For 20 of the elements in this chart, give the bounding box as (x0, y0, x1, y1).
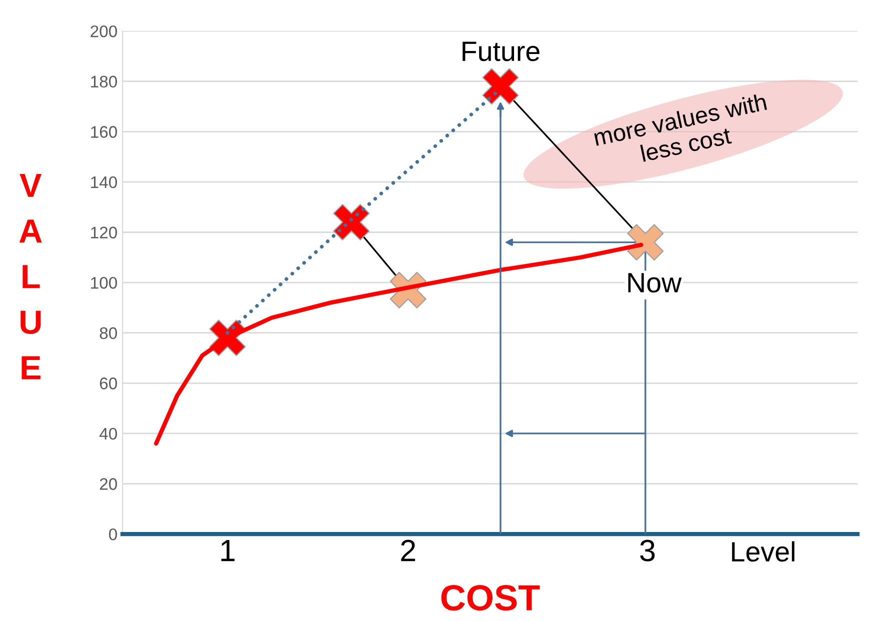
y-tick-label: 200 (90, 25, 117, 38)
y-tick-label: 40 (99, 428, 117, 440)
x-axis-title: COST (441, 585, 540, 611)
y-tick-label: 140 (91, 176, 117, 188)
y-tick-label: 120 (91, 226, 117, 238)
y-tick-label: 160 (91, 126, 117, 138)
y-tick-label: 180 (91, 76, 117, 88)
y-tick-label: 80 (100, 327, 117, 340)
y-axis-title: VALUE (19, 174, 42, 380)
y-tick-label: 60 (100, 378, 117, 390)
annotation: more values with less cost (593, 92, 768, 162)
annotation: Future (462, 42, 540, 62)
y-tick-label: 0 (109, 528, 117, 540)
annotation: Now (628, 273, 682, 293)
x-tick-label: 1 (221, 540, 235, 562)
text: Level (732, 541, 794, 562)
x-tick-label: 2 (401, 540, 416, 562)
x-tick-label: 3 (640, 540, 655, 562)
y-tick-label: 20 (100, 478, 117, 490)
y-tick-label: 100 (91, 276, 117, 289)
